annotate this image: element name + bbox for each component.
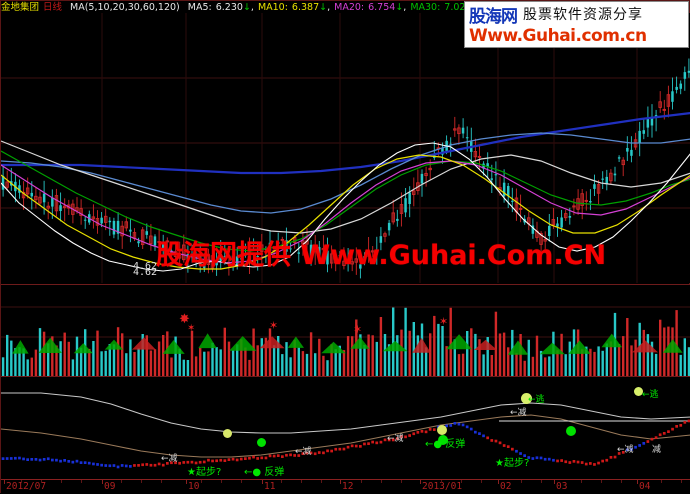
axis-minor-tick <box>601 480 602 483</box>
indicator-annotation-9: ←逃 <box>642 390 659 400</box>
axis-minor-tick <box>401 480 402 483</box>
axis-minor-tick <box>61 480 62 483</box>
price-low-label: 4.62 <box>133 267 157 278</box>
banner-tagline: 股票软件资源分享 <box>523 7 643 23</box>
ma30-value: 7.026 <box>444 2 472 13</box>
axis-tick-label-6: 02 <box>500 481 512 492</box>
indicator-annotation-11: 减 <box>652 445 662 455</box>
svg-text:✸: ✸ <box>179 312 190 327</box>
signal-dot-yellow-1 <box>223 429 232 438</box>
indicator-annotation-5: ←● 反弹 <box>425 439 466 450</box>
indicator-annotation-10: ←减 <box>617 445 634 455</box>
site-banner[interactable]: 股海网 股票软件资源分享 Www.Guhai.com.cn <box>464 1 689 48</box>
date-axis: 2012/07 09 10 11 12 2013/01 02 03 04 <box>1 479 690 493</box>
ma5-label: MA5: <box>187 2 212 13</box>
axis-tick-label-0: 2012/07 <box>6 481 47 492</box>
axis-tickmark <box>262 480 263 484</box>
axis-minor-tick <box>301 480 302 483</box>
axis-minor-tick <box>461 480 462 483</box>
signal-dot-green-3 <box>566 426 576 436</box>
axis-tickmark <box>4 480 5 484</box>
axis-minor-tick <box>281 480 282 483</box>
axis-minor-tick <box>521 480 522 483</box>
ma30-label: MA30: <box>410 2 441 13</box>
period-label: 日线 <box>43 2 63 13</box>
indicator-annotation-8: ←减 <box>510 408 527 418</box>
axis-tick-label-1: 09 <box>104 481 116 492</box>
axis-tickmark <box>554 480 555 484</box>
ma-param: MA(5,10,20,30,60,120) <box>70 2 180 13</box>
svg-text:✶: ✶ <box>187 323 195 334</box>
signal-dot-green-1 <box>257 438 266 447</box>
axis-tickmark <box>102 480 103 484</box>
axis-minor-tick <box>21 480 22 483</box>
axis-minor-tick <box>141 480 142 483</box>
signal-dot-yellow-4 <box>634 387 643 396</box>
ma10-value: 6.387 <box>291 2 320 13</box>
axis-minor-tick <box>241 480 242 483</box>
svg-text:✶: ✶ <box>439 315 448 328</box>
axis-minor-tick <box>121 480 122 483</box>
svg-text:✶: ✶ <box>353 323 362 336</box>
indicator-annotation-4: ←减 <box>387 434 404 444</box>
indicator-annotation-6: ★起步? <box>495 458 530 469</box>
axis-tickmark <box>498 480 499 484</box>
axis-tick-label-7: 03 <box>556 481 568 492</box>
axis-tickmark <box>340 480 341 484</box>
indicator-panel[interactable] <box>1 376 690 494</box>
banner-url[interactable]: Www.Guhai.com.cn <box>469 26 647 46</box>
axis-tick-label-4: 12 <box>342 481 354 492</box>
axis-minor-tick <box>41 480 42 483</box>
axis-minor-tick <box>81 480 82 483</box>
low-price-marker: 4.62 <box>133 261 158 272</box>
indicator-annotation-3: ←减 <box>295 447 312 457</box>
axis-tickmark <box>637 480 638 484</box>
axis-tick-label-8: 04 <box>639 481 651 492</box>
axis-minor-tick <box>201 480 202 483</box>
svg-text:✶: ✶ <box>269 319 278 332</box>
signal-dot-yellow-2 <box>437 425 447 435</box>
axis-tickmark <box>186 480 187 484</box>
volume-chart: ✸✶ ✶ ✶✶ <box>1 285 690 377</box>
axis-tickmark <box>420 480 421 484</box>
axis-minor-tick <box>441 480 442 483</box>
trend-indicator-chart <box>1 377 690 494</box>
axis-tick-label-5: 2013/01 <box>422 481 463 492</box>
ma5-value: 6.230 <box>215 2 243 13</box>
signal-dot-yellow-3 <box>521 393 532 404</box>
watermark-text: 股海网提供 Www.Guhai.Com.CN <box>156 240 607 271</box>
volume-panel[interactable]: ✸ ✶ ✶ ✶ ✶ <box>1 284 690 377</box>
axis-minor-tick <box>581 480 582 483</box>
indicator-annotation-7: ←逃 <box>528 395 545 405</box>
ma20-value: 6.754 <box>368 2 396 13</box>
axis-minor-tick <box>361 480 362 483</box>
axis-minor-tick <box>381 480 382 483</box>
indicator-annotation-2: ←减 <box>161 454 178 464</box>
indicator-annotation-0: ★起步? <box>187 467 222 478</box>
axis-minor-tick <box>661 480 662 483</box>
banner-logo: 股海网 <box>469 6 518 27</box>
axis-minor-tick <box>481 480 482 483</box>
axis-minor-tick <box>161 480 162 483</box>
signal-dot-green-2 <box>438 435 448 445</box>
ma10-label: MA10: <box>257 2 288 13</box>
axis-minor-tick <box>621 480 622 483</box>
axis-minor-tick <box>681 480 682 483</box>
axis-tick-label-3: 11 <box>264 481 276 492</box>
axis-minor-tick <box>321 480 322 483</box>
ma20-label: MA20: <box>334 2 365 13</box>
axis-minor-tick <box>221 480 222 483</box>
stock-name: 金地集团 <box>1 2 40 13</box>
candlestick-chart: 4.62 <box>1 13 690 283</box>
axis-minor-tick <box>541 480 542 483</box>
indicator-annotation-1: ←● 反弹 <box>244 467 285 478</box>
price-chart-panel[interactable]: 4.62 4.62 <box>1 13 690 283</box>
axis-tick-label-2: 10 <box>188 481 200 492</box>
